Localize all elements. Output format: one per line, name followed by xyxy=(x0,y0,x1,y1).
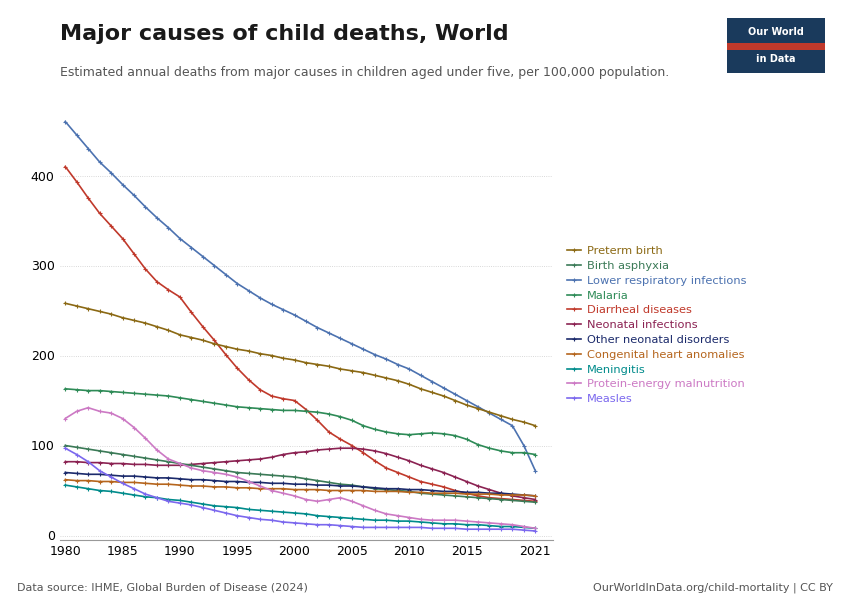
Text: Major causes of child deaths, World: Major causes of child deaths, World xyxy=(60,24,508,44)
FancyBboxPatch shape xyxy=(727,18,824,73)
Text: OurWorldInData.org/child-mortality | CC BY: OurWorldInData.org/child-mortality | CC … xyxy=(593,582,833,593)
Text: in Data: in Data xyxy=(756,55,796,64)
Text: Estimated annual deaths from major causes in children aged under five, per 100,0: Estimated annual deaths from major cause… xyxy=(60,66,669,79)
Text: Data source: IHME, Global Burden of Disease (2024): Data source: IHME, Global Burden of Dise… xyxy=(17,583,308,593)
Bar xyxy=(727,43,824,50)
Text: Our World: Our World xyxy=(748,28,803,37)
Legend: Preterm birth, Birth asphyxia, Lower respiratory infections, Malaria, Diarrheal : Preterm birth, Birth asphyxia, Lower res… xyxy=(567,246,746,404)
